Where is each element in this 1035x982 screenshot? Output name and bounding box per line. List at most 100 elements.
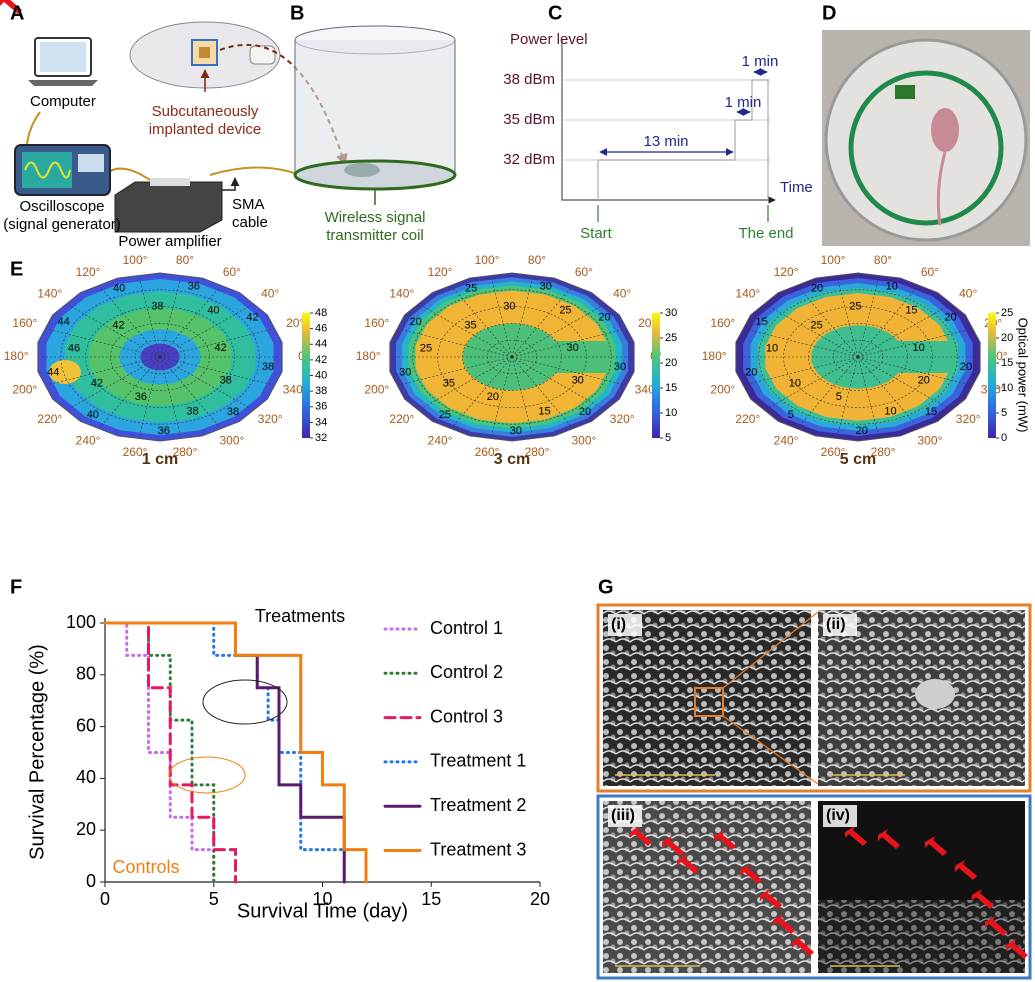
y-label: Power level (510, 31, 588, 48)
contour-label: 25 (559, 305, 571, 317)
polar-grid (798, 356, 859, 427)
polar-grid (69, 356, 161, 409)
angle-label: 240° (76, 434, 101, 448)
colorbar-tick-label: 46 (315, 323, 327, 335)
polar-grid (437, 306, 587, 408)
contour-label: 44 (58, 316, 70, 328)
cable-label: cable (232, 214, 268, 231)
duration-label: 1 min (742, 53, 779, 70)
polar-grid (857, 356, 949, 409)
angle-label: 300° (918, 434, 943, 448)
polar-grid (421, 305, 513, 358)
polar-grid (511, 305, 603, 358)
panel-b-diagram (293, 25, 457, 205)
contour-label: 36 (188, 281, 200, 293)
polar-grid (100, 356, 161, 427)
panel-label: F (10, 576, 22, 598)
contour-label: 10 (789, 378, 801, 390)
polar-grid (60, 289, 260, 425)
polar-grid (85, 306, 235, 408)
colorbar-tick-label: 32 (315, 432, 327, 444)
amplifier-label: Power amplifier (118, 233, 221, 250)
contour-label: 15 (925, 406, 937, 418)
x-axis-title: Survival Time (day) (237, 900, 408, 922)
polar-grid (857, 356, 918, 427)
panel-label: A (10, 2, 24, 24)
colorbar-tick-label: 25 (665, 332, 677, 344)
angle-label: 140° (389, 287, 414, 301)
polar-grid (100, 287, 161, 358)
x-label: Time (780, 179, 813, 196)
polar-grid (159, 356, 181, 436)
survival-line (103, 621, 216, 884)
legend-label: Control 2 (430, 662, 503, 682)
polar-grid (511, 287, 572, 358)
panel-label: D (822, 2, 836, 24)
polar-grid (401, 356, 513, 385)
contour-label: 20 (487, 391, 499, 403)
contour-label: 20 (960, 361, 972, 373)
polar-grid (747, 356, 859, 385)
angle-label: 260° (821, 445, 846, 459)
angle-label: 60° (223, 265, 241, 279)
contour-label: 10 (886, 281, 898, 293)
angle-label: 220° (37, 412, 62, 426)
polar-grid (767, 305, 859, 358)
contour-label: 42 (91, 378, 103, 390)
duration-label: 13 min (643, 133, 688, 150)
contour-label: 20 (918, 375, 930, 387)
contour-label: 30 (614, 361, 626, 373)
angle-label: 20° (286, 316, 304, 330)
colorbar-label: Optical power (mW) (1016, 318, 1031, 433)
angle-label: 300° (572, 434, 597, 448)
angle-label: 60° (921, 265, 939, 279)
legend-label: Treatment 1 (430, 751, 526, 771)
colorbar-tick-label: 38 (315, 385, 327, 397)
polar-grid (412, 289, 612, 425)
legend-label: Control 3 (430, 706, 503, 726)
polar-grid (758, 289, 958, 425)
angle-label: 40° (613, 287, 631, 301)
angle-label: 320° (610, 412, 635, 426)
polar-grid (159, 329, 271, 358)
contour-label: 30 (540, 281, 552, 293)
colorbar (988, 313, 996, 438)
contour-label: 30 (503, 301, 515, 313)
duration-label: 1 min (725, 94, 762, 111)
polar-grid (159, 356, 220, 427)
level-label: 38 dBm (503, 71, 555, 88)
contour-label: 30 (510, 425, 522, 437)
contour-label: 40 (113, 282, 125, 294)
angle-label: 80° (528, 253, 546, 267)
contour-label: 20 (856, 425, 868, 437)
angle-label: 320° (956, 412, 981, 426)
polar-grid (857, 329, 969, 358)
panel-label: G (598, 576, 614, 598)
annotation: Treatments (255, 606, 345, 626)
panel-d-photo (822, 30, 1030, 246)
polar-grid (452, 356, 513, 427)
level-label: 32 dBm (503, 151, 555, 168)
y-tick-label: 60 (76, 715, 96, 735)
contour-label: 38 (151, 301, 163, 313)
start-label: Start (580, 225, 613, 242)
angle-label: 240° (774, 434, 799, 448)
angle-label: 340° (283, 382, 308, 396)
image-label: (i) (611, 616, 626, 633)
y-tick-label: 80 (76, 664, 96, 684)
colorbar-tick-label: 5 (665, 432, 671, 444)
image-label-box (823, 805, 857, 827)
contour-label: 25 (420, 343, 432, 355)
contour-label: 36 (135, 391, 147, 403)
polar-grid (159, 356, 251, 409)
computer-label: Computer (30, 93, 96, 110)
angle-label: 240° (428, 434, 453, 448)
device-label: Subcutaneously (152, 103, 259, 120)
angle-label: 260° (475, 445, 500, 459)
contour-label: 20 (811, 282, 823, 294)
polar-grid (69, 305, 161, 358)
y-tick-label: 20 (76, 819, 96, 839)
angle-label: 120° (774, 265, 799, 279)
